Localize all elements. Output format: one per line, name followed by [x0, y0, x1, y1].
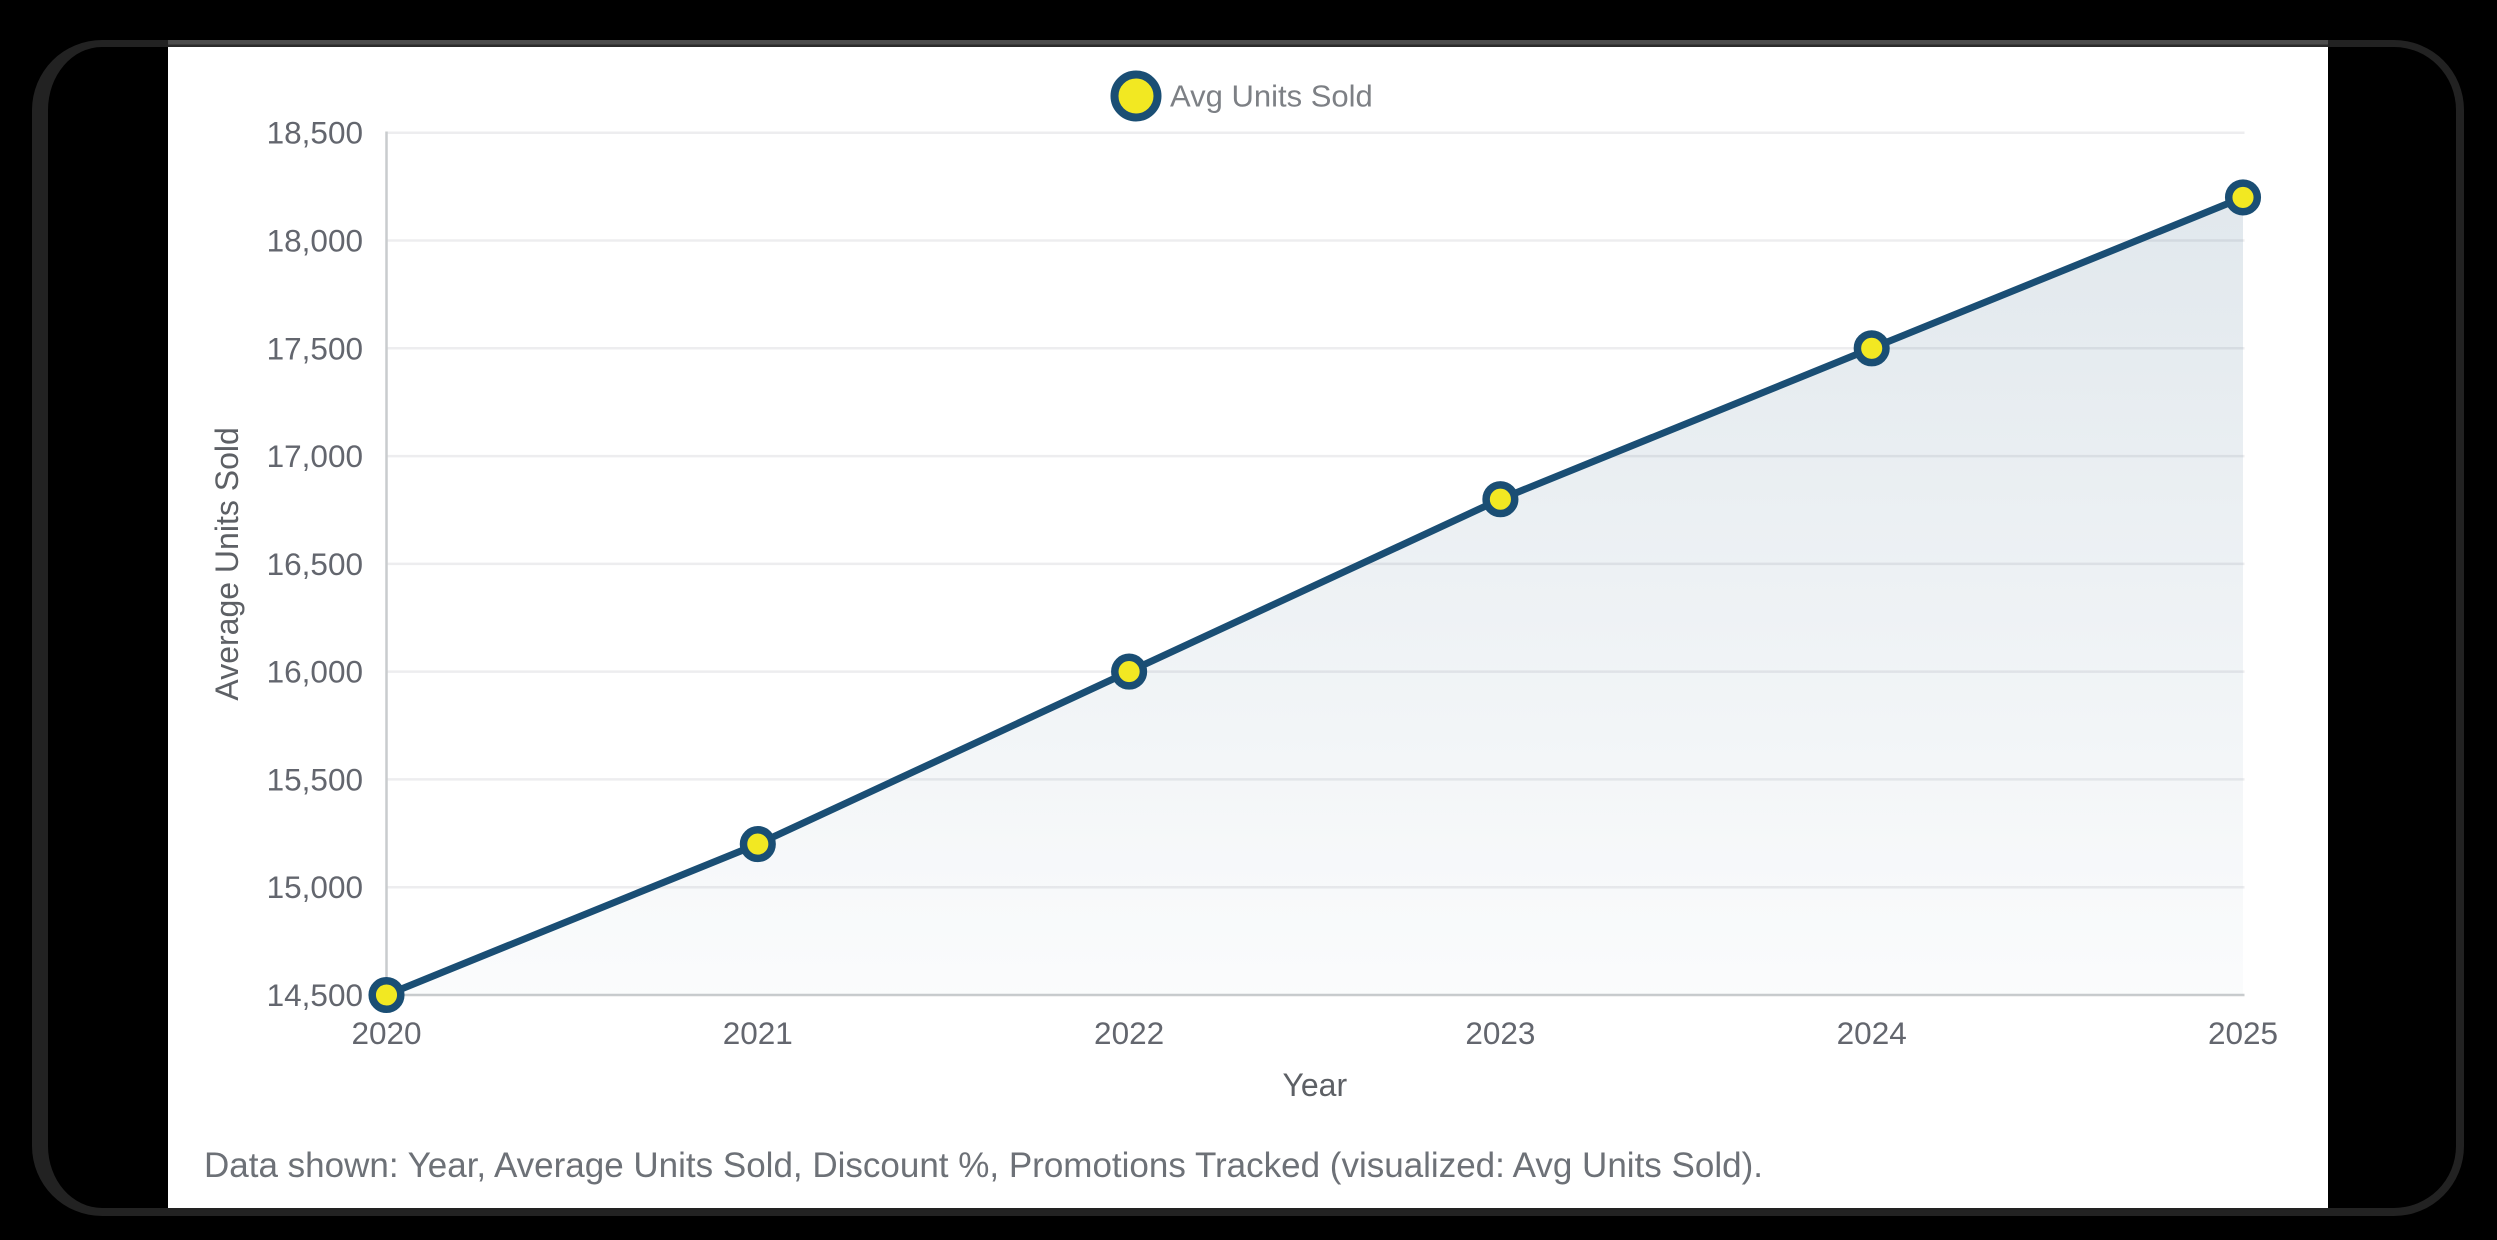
svg-text:2022: 2022	[1094, 1015, 1164, 1051]
svg-text:17,500: 17,500	[267, 330, 363, 366]
svg-text:16,500: 16,500	[267, 546, 363, 582]
svg-text:18,500: 18,500	[267, 115, 363, 151]
svg-text:2025: 2025	[2208, 1015, 2278, 1051]
svg-text:17,000: 17,000	[267, 438, 363, 474]
svg-text:2023: 2023	[1465, 1015, 1535, 1051]
svg-text:15,500: 15,500	[267, 761, 363, 797]
svg-text:Avg Units Sold: Avg Units Sold	[1170, 79, 1373, 114]
svg-text:2020: 2020	[351, 1015, 421, 1051]
svg-text:Year: Year	[1282, 1067, 1347, 1103]
svg-text:Data shown: Year, Average Unit: Data shown: Year, Average Units Sold, Di…	[204, 1146, 1763, 1185]
svg-text:2024: 2024	[1837, 1015, 1907, 1051]
svg-text:14,500: 14,500	[267, 977, 363, 1013]
svg-text:2021: 2021	[723, 1015, 793, 1051]
svg-text:18,000: 18,000	[267, 223, 363, 259]
svg-text:Average Units Sold: Average Units Sold	[209, 427, 245, 700]
svg-text:15,000: 15,000	[267, 869, 363, 905]
svg-text:16,000: 16,000	[267, 654, 363, 690]
